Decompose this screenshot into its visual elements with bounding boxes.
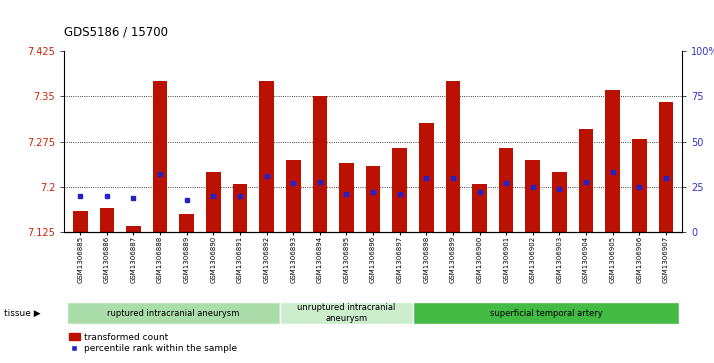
Text: GSM1306907: GSM1306907 [663,236,669,283]
Text: GSM1306904: GSM1306904 [583,236,589,283]
Bar [99,208,114,232]
Text: GSM1306902: GSM1306902 [530,236,536,283]
Text: GSM1306897: GSM1306897 [397,236,403,283]
Text: GSM1306905: GSM1306905 [610,236,615,283]
Text: GSM1306895: GSM1306895 [343,236,349,283]
Legend: transformed count, percentile rank within the sample: transformed count, percentile rank withi… [69,333,237,354]
Text: GSM1306887: GSM1306887 [131,236,136,283]
Bar [658,102,673,232]
Text: GSM1306906: GSM1306906 [636,236,643,283]
Bar [419,123,433,232]
Text: tissue ▶: tissue ▶ [4,309,40,318]
Bar [126,226,141,232]
Text: GSM1306893: GSM1306893 [290,236,296,283]
Text: GDS5186 / 15700: GDS5186 / 15700 [64,25,169,38]
Text: GSM1306896: GSM1306896 [370,236,376,283]
Bar [179,214,194,232]
Bar [472,184,487,232]
Bar [526,160,540,232]
Bar [280,302,413,324]
Bar [286,160,301,232]
Bar [73,211,88,232]
Text: GSM1306903: GSM1306903 [556,236,563,283]
Text: GSM1306900: GSM1306900 [476,236,483,283]
Text: GSM1306891: GSM1306891 [237,236,243,283]
Text: GSM1306894: GSM1306894 [317,236,323,283]
Text: GSM1306889: GSM1306889 [183,236,190,283]
Bar [446,81,461,232]
Bar [206,172,221,232]
Bar [413,302,679,324]
Text: GSM1306885: GSM1306885 [77,236,84,283]
Text: GSM1306886: GSM1306886 [104,236,110,283]
Bar [393,148,407,232]
Text: GSM1306898: GSM1306898 [423,236,429,283]
Text: GSM1306899: GSM1306899 [450,236,456,283]
Text: unruptured intracranial
aneurysm: unruptured intracranial aneurysm [297,303,396,323]
Bar [339,163,353,232]
Bar [366,166,381,232]
Bar [499,148,513,232]
Bar [552,172,567,232]
Text: GSM1306901: GSM1306901 [503,236,509,283]
Bar [233,184,247,232]
Bar [67,302,280,324]
Bar [313,96,327,232]
Bar [605,90,620,232]
Bar [153,81,167,232]
Text: GSM1306890: GSM1306890 [211,236,216,283]
Text: ruptured intracranial aneurysm: ruptured intracranial aneurysm [107,309,240,318]
Text: superficial temporal artery: superficial temporal artery [490,309,603,318]
Bar [632,139,647,232]
Bar [259,81,274,232]
Text: GSM1306892: GSM1306892 [263,236,270,283]
Bar [579,130,593,232]
Text: GSM1306888: GSM1306888 [157,236,163,283]
